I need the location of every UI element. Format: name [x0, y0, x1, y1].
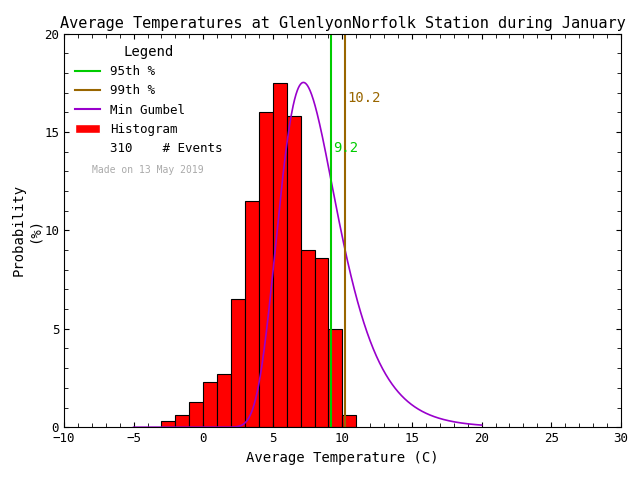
- Bar: [231, 300, 245, 427]
- Bar: [245, 201, 259, 427]
- Bar: [328, 329, 342, 427]
- X-axis label: Average Temperature (C): Average Temperature (C): [246, 451, 438, 465]
- Bar: [217, 374, 231, 427]
- Text: 9.2: 9.2: [333, 141, 358, 155]
- Y-axis label: Probability
(%): Probability (%): [11, 184, 42, 276]
- Text: 10.2: 10.2: [348, 92, 381, 106]
- Bar: [259, 112, 273, 427]
- Bar: [175, 415, 189, 427]
- Bar: [301, 250, 315, 427]
- Bar: [287, 116, 301, 427]
- Bar: [204, 382, 217, 427]
- Bar: [315, 258, 328, 427]
- Bar: [161, 421, 175, 427]
- Bar: [273, 83, 287, 427]
- Text: Made on 13 May 2019: Made on 13 May 2019: [92, 165, 204, 175]
- Legend: 95th %, 99th %, Min Gumbel, Histogram, 310    # Events: 95th %, 99th %, Min Gumbel, Histogram, 3…: [70, 40, 228, 160]
- Title: Average Temperatures at GlenlyonNorfolk Station during January: Average Temperatures at GlenlyonNorfolk …: [60, 16, 625, 31]
- Bar: [189, 402, 204, 427]
- Bar: [342, 415, 356, 427]
